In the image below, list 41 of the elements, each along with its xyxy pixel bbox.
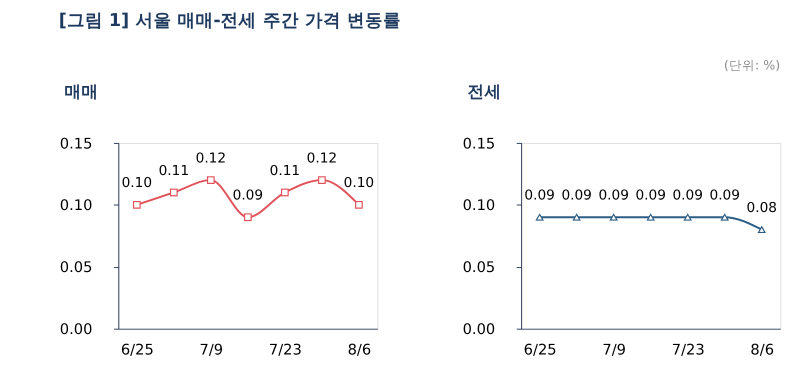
point — [281, 188, 289, 196]
y-tick-label: 0.10 — [60, 197, 92, 214]
y-tick-label: 0.00 — [60, 321, 92, 338]
point — [355, 200, 363, 209]
data-label: 0.12 — [196, 150, 226, 166]
x-tick-label: 7/9 — [200, 342, 224, 359]
chart-subtitle: 전세 — [467, 82, 502, 101]
data-label: 0.10 — [122, 175, 152, 192]
point — [170, 188, 178, 196]
chart-subtitle: 매매 — [64, 82, 99, 101]
text: (단위: %) — [724, 58, 780, 73]
point — [244, 213, 252, 222]
x-tick-label: 6/25 — [524, 342, 557, 359]
x-tick-label: 6/25 — [120, 342, 154, 359]
y-tick-label: 0.10 — [462, 197, 496, 214]
y-tick-label: 0.05 — [60, 259, 92, 276]
x-tick-label: 8/6 — [750, 342, 774, 359]
data-label: 0.09 — [709, 188, 740, 204]
data-label: 0.09 — [524, 188, 555, 204]
x-tick-label: 7/23 — [268, 342, 302, 359]
x-tick-label: 7/9 — [602, 342, 626, 359]
y-tick-label: 0.15 — [462, 135, 496, 152]
data-label: 0.09 — [635, 188, 666, 204]
point — [132, 200, 141, 209]
x-tick-label: 7/23 — [672, 342, 705, 359]
y-tick-label: 0.05 — [462, 259, 496, 276]
data-label: 0.09 — [561, 188, 592, 204]
data-label: 0.08 — [746, 200, 777, 216]
data-label: 0.11 — [270, 162, 300, 179]
point — [206, 176, 215, 184]
data-label: 0.11 — [158, 162, 190, 179]
chart-title: [그림 1] 서울 매매-전세 주간 가격 변동률 — [58, 11, 402, 32]
data-label: 0.10 — [344, 175, 374, 192]
data-label: 0.09 — [598, 188, 629, 204]
point — [318, 176, 326, 184]
x-tick-label: 8/6 — [348, 342, 372, 359]
data-label: 0.09 — [672, 188, 703, 204]
y-tick-label: 0.00 — [462, 321, 496, 338]
y-tick-label: 0.15 — [60, 135, 92, 152]
data-label: 0.12 — [306, 150, 338, 166]
data-label: 0.09 — [232, 188, 264, 204]
